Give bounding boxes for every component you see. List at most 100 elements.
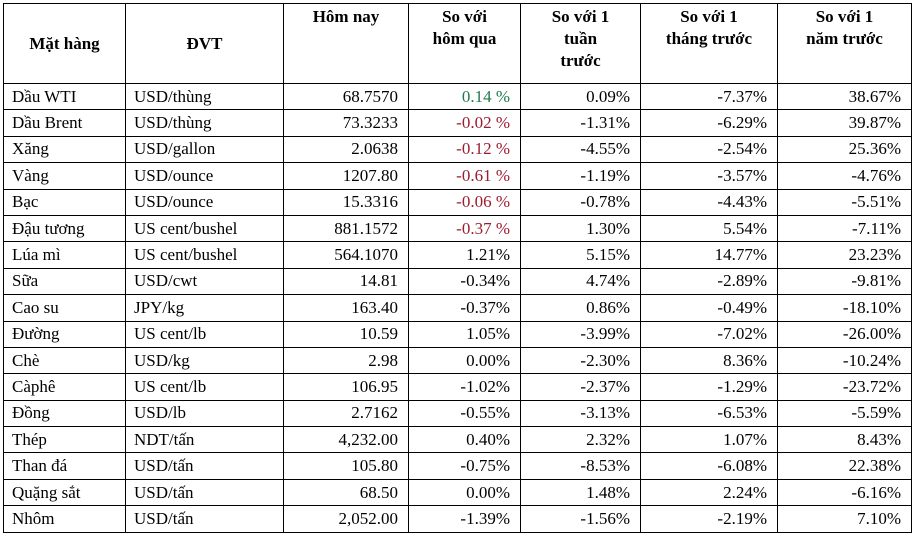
cell-vs-week: 1.48%: [520, 478, 641, 507]
cell-vs-yesterday: 1.21%: [408, 241, 521, 269]
cell-vs-month: -2.19%: [640, 505, 778, 533]
cell-vs-week: -1.19%: [520, 162, 641, 190]
cell-vs-yesterday: -1.02%: [408, 373, 521, 401]
cell-vs-month: -4.43%: [640, 188, 778, 216]
cell-vs-year: 22.38%: [777, 452, 912, 480]
cell-vs-year: -6.16%: [777, 478, 912, 507]
cell-vs-year: -5.59%: [777, 399, 912, 428]
cell-vs-yesterday: -0.75%: [408, 452, 521, 480]
cell-vs-week: -8.53%: [520, 452, 641, 480]
table-row: Vàng USD/ounce 1207.80 -0.61 % -1.19% -3.57% -…: [3, 162, 912, 190]
cell-name: Dầu Brent: [3, 109, 126, 137]
cell-today: 106.95: [283, 373, 409, 401]
cell-vs-year: -10.24%: [777, 346, 912, 375]
cell-today: 15.3316: [283, 188, 409, 216]
cell-today: 73.3233: [283, 109, 409, 137]
header-cell-unit: ĐVT: [125, 3, 284, 84]
cell-today: 10.59: [283, 320, 409, 348]
cell-vs-week: -2.30%: [520, 346, 641, 375]
cell-vs-yesterday: 0.14 %: [408, 82, 521, 111]
cell-vs-yesterday: 0.00%: [408, 346, 521, 375]
cell-today: 14.81: [283, 267, 409, 296]
table-row: Bạc USD/ounce 15.3316 -0.06 % -0.78% -4.43% -5…: [3, 188, 912, 216]
cell-today: 2.98: [283, 346, 409, 375]
table-row: Cao su JPY/kg 163.40 -0.37% 0.86% -0.49% -18.1…: [3, 294, 912, 322]
cell-vs-yesterday: -0.06 %: [408, 188, 521, 216]
cell-vs-year: -9.81%: [777, 267, 912, 296]
cell-vs-year: 23.23%: [777, 241, 912, 269]
cell-today: 163.40: [283, 294, 409, 322]
cell-unit: US cent/bushel: [125, 214, 284, 243]
table-row: Dầu WTI USD/thùng 68.7570 0.14 % 0.09% -7.37%…: [3, 82, 912, 111]
cell-unit: USD/cwt: [125, 267, 284, 296]
cell-today: 2.0638: [283, 135, 409, 164]
cell-unit: JPY/kg: [125, 294, 284, 322]
cell-vs-week: -0.78%: [520, 188, 641, 216]
table-row: Quặng sắt USD/tấn 68.50 0.00% 1.48% 2.24% -6.1…: [3, 478, 912, 507]
table-row: Càphê US cent/lb 106.95 -1.02% -2.37% -1.29% -…: [3, 373, 912, 401]
cell-vs-week: -1.31%: [520, 109, 641, 137]
cell-vs-yesterday: 0.00%: [408, 478, 521, 507]
cell-unit: USD/kg: [125, 346, 284, 375]
table-row: Lúa mì US cent/bushel 564.1070 1.21% 5.15% 14…: [3, 241, 912, 269]
cell-vs-week: 5.15%: [520, 241, 641, 269]
header-cell-today: Hôm nay: [283, 3, 409, 84]
cell-vs-year: 8.43%: [777, 426, 912, 454]
cell-vs-month: -7.37%: [640, 82, 778, 111]
cell-vs-yesterday: -0.12 %: [408, 135, 521, 164]
cell-name: Than đá: [3, 452, 126, 480]
cell-vs-year: -5.51%: [777, 188, 912, 216]
cell-vs-year: -7.11%: [777, 214, 912, 243]
cell-vs-week: 0.86%: [520, 294, 641, 322]
cell-vs-year: -26.00%: [777, 320, 912, 348]
cell-today: 68.7570: [283, 82, 409, 111]
table-row: Nhôm USD/tấn 2,052.00 -1.39% -1.56% -2.19% 7.1…: [3, 505, 912, 533]
cell-name: Bạc: [3, 188, 126, 216]
cell-today: 105.80: [283, 452, 409, 480]
cell-unit: NDT/tấn: [125, 426, 284, 454]
cell-name: Càphê: [3, 373, 126, 401]
cell-unit: USD/tấn: [125, 478, 284, 507]
cell-vs-yesterday: -1.39%: [408, 505, 521, 533]
cell-vs-yesterday: -0.02 %: [408, 109, 521, 137]
cell-unit: US cent/bushel: [125, 241, 284, 269]
cell-vs-month: -0.49%: [640, 294, 778, 322]
cell-vs-year: 39.87%: [777, 109, 912, 137]
cell-vs-month: -3.57%: [640, 162, 778, 190]
cell-vs-month: 5.54%: [640, 214, 778, 243]
cell-vs-yesterday: -0.61 %: [408, 162, 521, 190]
table-row: Đồng USD/lb 2.7162 -0.55% -3.13% -6.53% -5.59%: [3, 399, 912, 428]
cell-name: Đường: [3, 320, 126, 348]
cell-vs-year: -18.10%: [777, 294, 912, 322]
cell-name: Quặng sắt: [3, 478, 126, 507]
cell-vs-month: -7.02%: [640, 320, 778, 348]
table-row: Dầu Brent USD/thùng 73.3233 -0.02 % -1.31% -6…: [3, 109, 912, 137]
header-cell-commodity: Mặt hàng: [3, 3, 126, 84]
cell-vs-week: -1.56%: [520, 505, 641, 533]
cell-vs-week: 4.74%: [520, 267, 641, 296]
cell-name: Sữa: [3, 267, 126, 296]
cell-name: Xăng: [3, 135, 126, 164]
cell-vs-month: 14.77%: [640, 241, 778, 269]
cell-vs-year: 7.10%: [777, 505, 912, 533]
cell-vs-month: 2.24%: [640, 478, 778, 507]
cell-unit: USD/thùng: [125, 82, 284, 111]
cell-unit: USD/tấn: [125, 505, 284, 533]
cell-unit: USD/tấn: [125, 452, 284, 480]
cell-vs-month: -6.29%: [640, 109, 778, 137]
cell-vs-month: 8.36%: [640, 346, 778, 375]
cell-vs-yesterday: 0.40%: [408, 426, 521, 454]
cell-vs-week: -4.55%: [520, 135, 641, 164]
cell-unit: USD/ounce: [125, 162, 284, 190]
cell-vs-week: -3.13%: [520, 399, 641, 428]
table-row: Than đá USD/tấn 105.80 -0.75% -8.53% -6.08% 22…: [3, 452, 912, 480]
cell-unit: US cent/lb: [125, 320, 284, 348]
cell-today: 1207.80: [283, 162, 409, 190]
cell-vs-week: 1.30%: [520, 214, 641, 243]
cell-vs-year: 38.67%: [777, 82, 912, 111]
cell-vs-week: -2.37%: [520, 373, 641, 401]
table-row: Đường US cent/lb 10.59 1.05% -3.99% -7.02% -26…: [3, 320, 912, 348]
cell-unit: USD/thùng: [125, 109, 284, 137]
header-cell-vs-week: So với 1 tuần trước: [520, 3, 641, 84]
